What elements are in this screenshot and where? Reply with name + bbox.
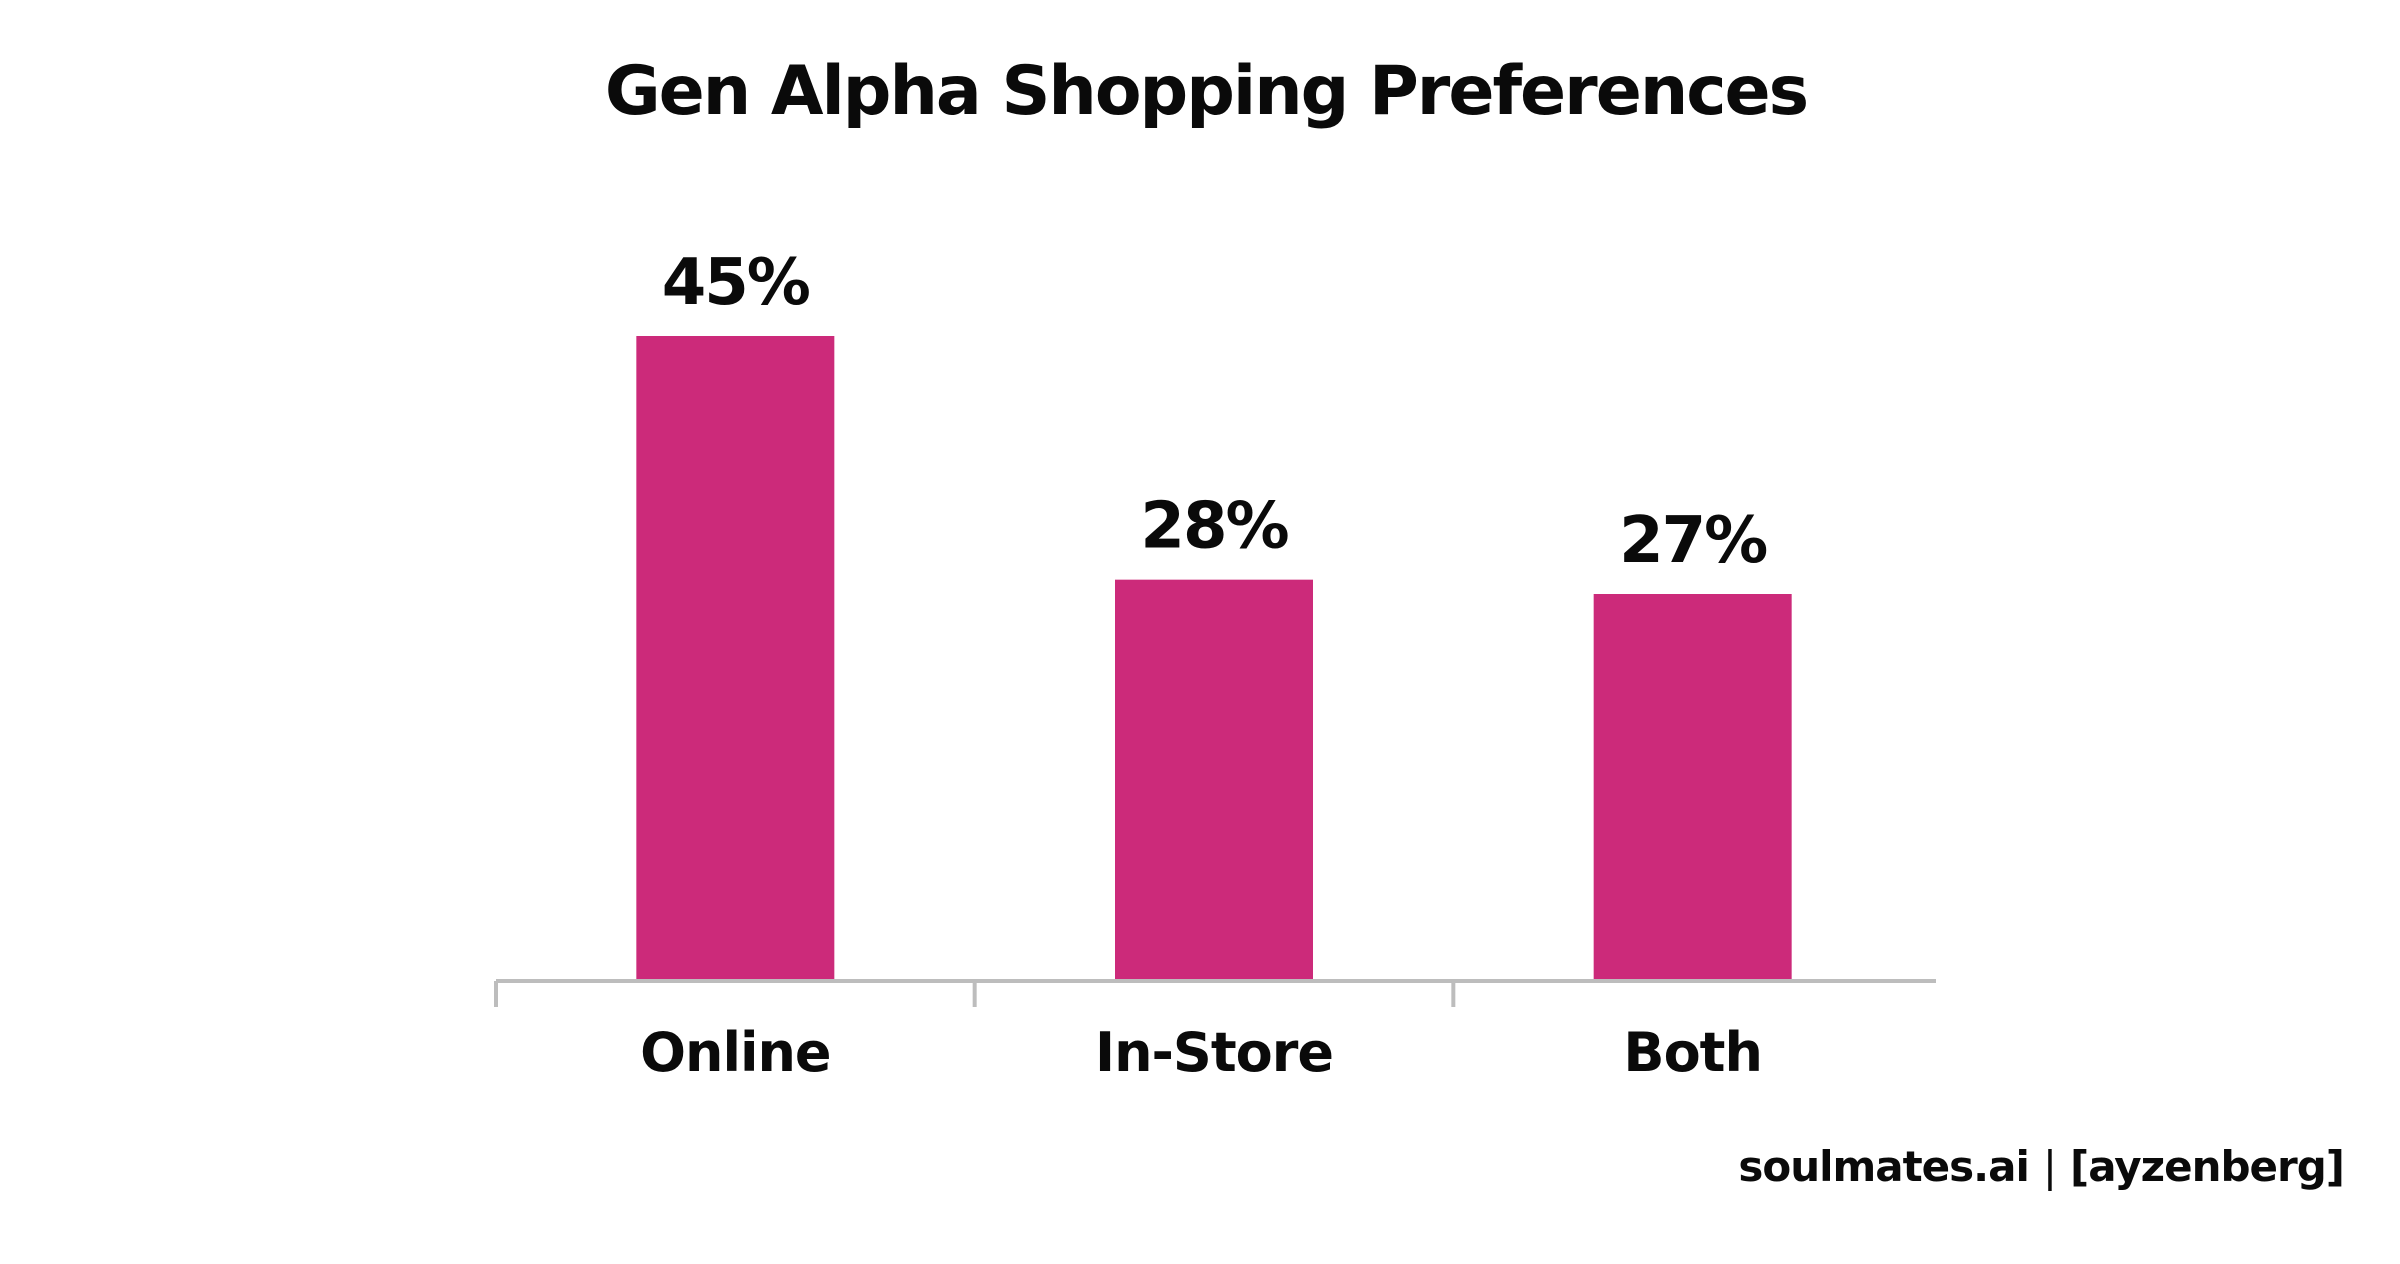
- attribution-separator: |: [2042, 1142, 2057, 1191]
- bars-layer: [636, 336, 1792, 981]
- bar-in-store: [1115, 579, 1313, 981]
- bar-both: [1593, 594, 1792, 981]
- data-label: 28%: [1140, 490, 1288, 564]
- x-tick-label: Online: [640, 1021, 830, 1084]
- attribution: soulmates.ai | [ayzenberg]: [1738, 1142, 2345, 1191]
- x-tick-label: Both: [1623, 1021, 1762, 1084]
- chart-title: Gen Alpha Shopping Preferences: [604, 52, 1809, 131]
- x-axis: [494, 979, 1936, 1007]
- brand-name: soulmates.ai: [1738, 1142, 2030, 1191]
- data-label: 45%: [662, 246, 810, 320]
- x-tick-label: In-Store: [1095, 1021, 1333, 1084]
- bar-online: [636, 336, 835, 981]
- data-label: 27%: [1619, 504, 1767, 578]
- labels-layer: 45% Online 28% In-Store 27% Both: [640, 246, 1769, 1084]
- partner-name: [ayzenberg]: [2070, 1142, 2345, 1191]
